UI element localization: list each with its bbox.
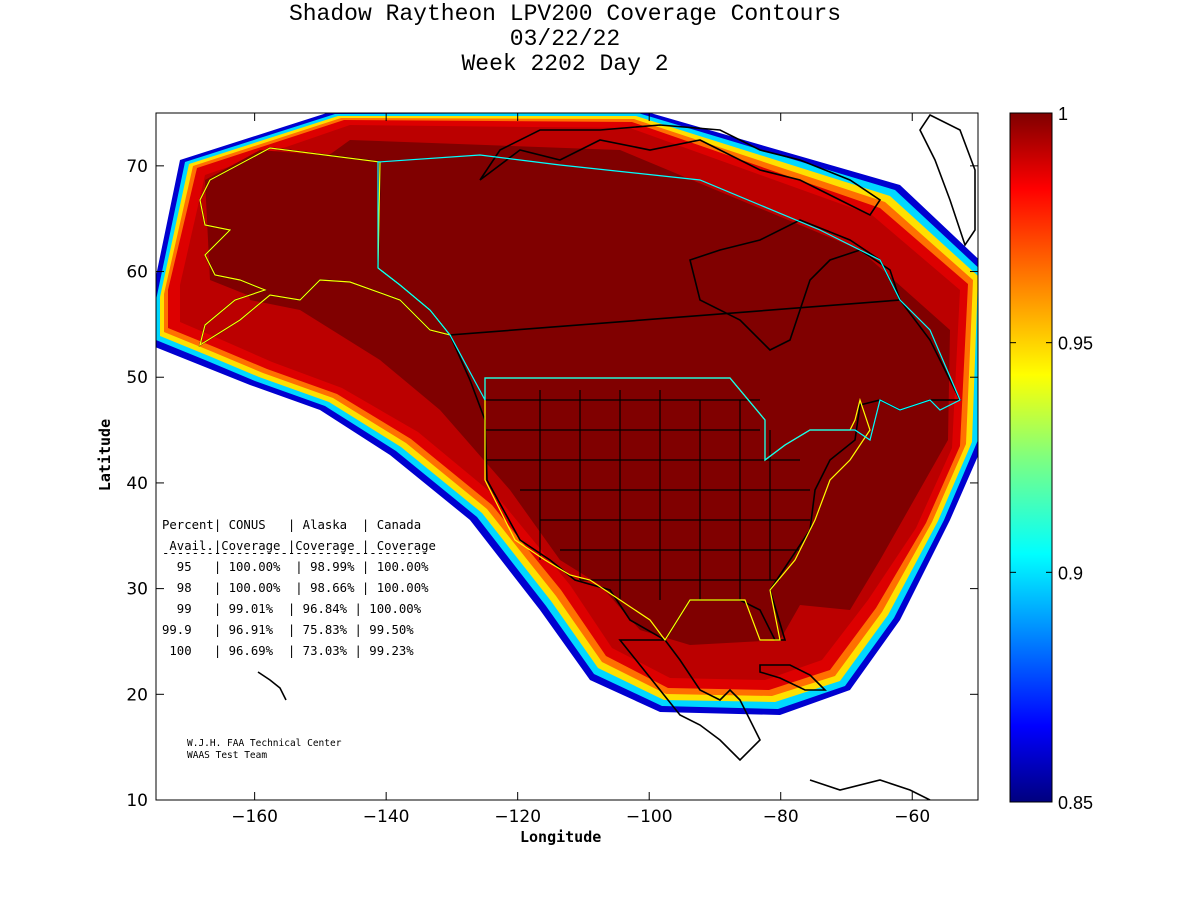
colorbar-ticks: 1 0.95 0.9 0.85 [1010, 104, 1093, 813]
stats-row-98: 98 | 100.00% | 98.66% | 100.00% [162, 581, 429, 595]
stats-row-99-9: 99.9 | 96.91% | 75.83% | 99.50% [162, 623, 414, 637]
x-tick-label: −140 [363, 807, 410, 827]
stats-row-99: 99 | 99.01% | 96.84% | 100.00% [162, 602, 422, 616]
y-tick-label: 10 [126, 791, 148, 811]
stats-header-1: Percent| CONUS | Alaska | Canada [162, 518, 422, 532]
y-tick-label: 50 [126, 368, 148, 388]
colorbar-tick-label: 1 [1058, 104, 1068, 124]
coastline-central-america [618, 639, 761, 762]
x-axis-ticks: −160 −140 −120 −100 −80 −60 [231, 113, 930, 827]
y-axis-title: Latitude [96, 418, 114, 492]
coastline-greenland [919, 113, 976, 247]
map-title-line2: 03/22/22 [509, 26, 621, 52]
coastline-cuba [759, 664, 827, 691]
stats-separator: ------------------------------------ [162, 546, 429, 560]
coastline-south-america [809, 779, 931, 800]
x-tick-label: −100 [626, 807, 673, 827]
y-axis-ticks: 10 20 30 40 50 60 70 [126, 157, 978, 811]
y-tick-label: 40 [126, 474, 148, 494]
x-tick-label: −120 [494, 807, 541, 827]
y-tick-label: 60 [126, 263, 148, 283]
coastline-arctic-islands [479, 124, 882, 217]
colorbar [1009, 112, 1053, 803]
stats-row-95: 95 | 100.00% | 98.99% | 100.00% [162, 560, 429, 574]
credit-line1: W.J.H. FAA Technical Center [187, 738, 342, 749]
plot-frame [155, 112, 979, 801]
x-axis-title: Longitude [520, 828, 602, 846]
y-tick-label: 20 [126, 685, 148, 705]
boundary-canada [377, 154, 961, 462]
coastline-hawaii [257, 671, 287, 701]
stats-header-2: Avail.|Coverage |Coverage | Coverage [162, 539, 436, 553]
stats-row-100: 100 | 96.69% | 73.03% | 99.23% [162, 644, 414, 658]
x-tick-label: −60 [894, 807, 930, 827]
map-title-line1: Shadow Raytheon LPV200 Coverage Contours [288, 1, 842, 27]
colorbar-tick-label: 0.9 [1058, 563, 1083, 583]
colorbar-tick-label: 0.95 [1058, 334, 1093, 354]
map-title-line3: Week 2202 Day 2 [461, 51, 669, 77]
colorbar-tick-label: 0.85 [1058, 793, 1093, 813]
x-tick-label: −160 [231, 807, 278, 827]
y-tick-label: 70 [126, 157, 148, 177]
x-tick-label: −80 [763, 807, 799, 827]
y-tick-label: 30 [126, 580, 148, 600]
credit-line2: WAAS Test Team [187, 750, 268, 761]
coastline-us-states [485, 390, 810, 600]
contour-full-alaska [205, 150, 380, 300]
